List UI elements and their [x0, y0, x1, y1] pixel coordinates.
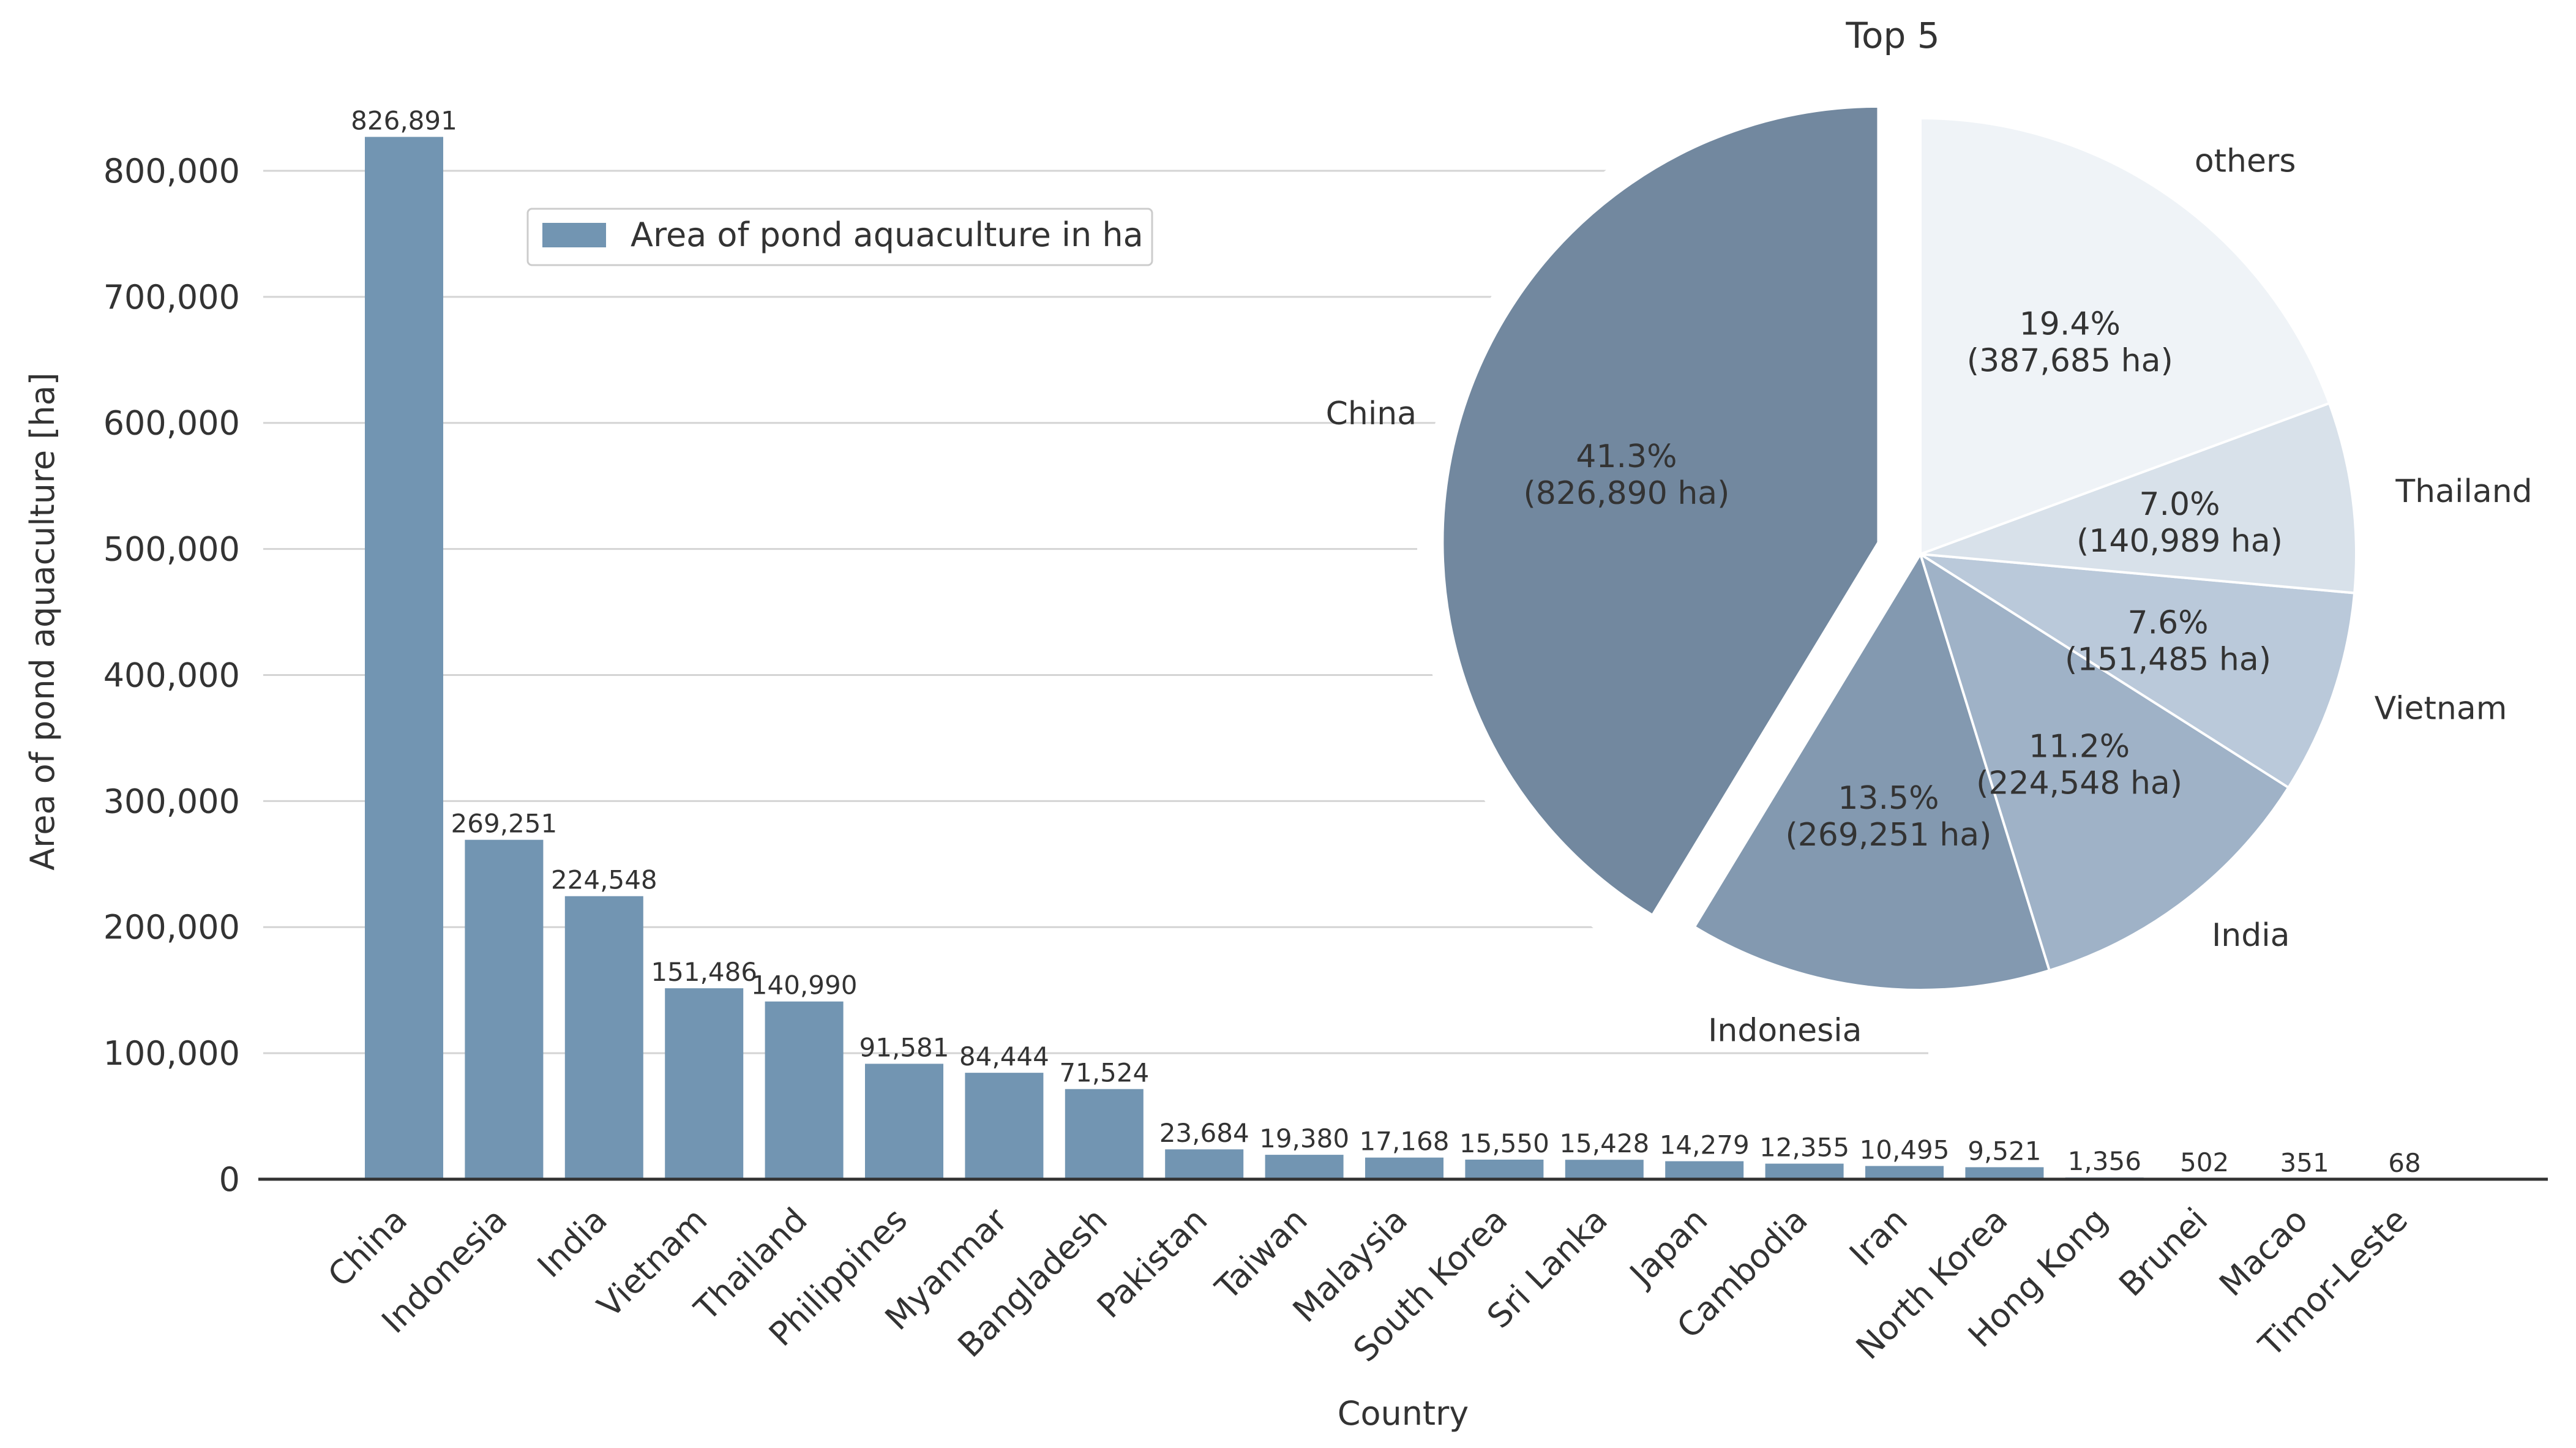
- bar: [1565, 1160, 1644, 1179]
- bars: [365, 137, 2444, 1179]
- bar-value-label: 10,495: [1860, 1135, 1950, 1165]
- y-tick-label: 600,000: [103, 404, 240, 443]
- pie-value-label: (269,251 ha): [1785, 817, 1991, 853]
- bar-value-label: 351: [2280, 1147, 2329, 1177]
- pie-slice: [1920, 402, 2358, 595]
- y-tick-label: 500,000: [103, 530, 240, 569]
- bar: [465, 839, 544, 1179]
- pie-slice: [1918, 551, 2291, 972]
- pie-percent-label: 7.6%: [2127, 604, 2208, 641]
- bar-value-label: 15,428: [1559, 1128, 1649, 1158]
- pie-category-label: India: [2212, 917, 2290, 954]
- pie-slice: [1441, 105, 1880, 917]
- bar: [665, 988, 744, 1179]
- bar-value-label: 12,355: [1759, 1133, 1849, 1163]
- bar: [1165, 1149, 1244, 1179]
- bar-value-label: 224,548: [551, 865, 657, 895]
- y-tick-label: 0: [219, 1160, 240, 1199]
- pie-percent-label: 7.0%: [2139, 486, 2220, 523]
- bar: [1865, 1166, 1944, 1179]
- pie-title: Top 5: [1845, 15, 1939, 56]
- x-tick-label: China: [321, 1201, 415, 1295]
- bar: [1265, 1155, 1344, 1179]
- y-tick-labels: 0 100,000 200,000 300,000 400,000 500,000 600,…: [103, 152, 240, 1199]
- x-tick-label: Iran: [1842, 1201, 1915, 1274]
- pie-category-labels: China Indonesia India Vietnam Thailand others: [1326, 143, 2533, 1049]
- pie-value-label: (826,890 ha): [1524, 475, 1730, 512]
- legend-frame: [526, 208, 1153, 266]
- bar-value-label: 84,444: [959, 1041, 1049, 1071]
- x-axis-label: Country: [1338, 1394, 1469, 1433]
- pie-slice: [1919, 116, 2331, 556]
- pie-category-label: Vietnam: [2375, 691, 2507, 727]
- bar-value-label: 68: [2388, 1148, 2421, 1178]
- pie-percent-label: 41.3%: [1576, 438, 1677, 475]
- y-axis-label: Area of pond aquaculture [ha]: [23, 372, 62, 870]
- pie-slices: [1417, 69, 2387, 1039]
- pie-value-label: (224,548 ha): [1976, 765, 2182, 801]
- legend: Area of pond aquaculture in ha: [526, 208, 1153, 266]
- y-tick-label: 700,000: [103, 278, 240, 317]
- bar: [1965, 1167, 2044, 1179]
- bar: [865, 1063, 943, 1179]
- pie-value-label: (387,685 ha): [1967, 343, 2173, 380]
- x-tick-label: Brunei: [2111, 1201, 2215, 1304]
- bar: [1365, 1157, 1443, 1179]
- bar: [1665, 1161, 1744, 1179]
- y-tick-label: 800,000: [103, 152, 240, 190]
- bar-value-label: 15,550: [1459, 1128, 1549, 1158]
- bar-value-label: 502: [2180, 1147, 2229, 1177]
- pie-category-label: Indonesia: [1708, 1012, 1862, 1049]
- pie-slice: [1919, 553, 2356, 790]
- bar-value-label: 71,524: [1059, 1058, 1149, 1088]
- bar-value-label: 140,990: [751, 970, 858, 1000]
- bar: [365, 137, 443, 1179]
- bar-value-label: 14,279: [1660, 1130, 1750, 1160]
- pie-percent-labels: 41.3%(826,890 ha)13.5%(269,251 ha)11.2%(…: [1524, 306, 2283, 853]
- bar-value-label: 91,581: [859, 1032, 949, 1062]
- pie-chart: Top 5 41.3%(826,890 ha) 13.5%(269,251 ha)…: [1326, 15, 2533, 1049]
- bar-value-label: 151,486: [651, 957, 757, 987]
- y-tick-label: 100,000: [103, 1034, 240, 1073]
- pie-category-label: others: [2195, 143, 2296, 179]
- bar-value-label: 19,380: [1259, 1124, 1349, 1154]
- bar: [564, 896, 643, 1179]
- pie-percent-label: 19.4%: [2020, 306, 2121, 343]
- pie-slice: [1693, 551, 2051, 991]
- pie-value-label: (151,485 ha): [2065, 641, 2271, 678]
- y-tick-label: 400,000: [103, 656, 240, 694]
- bar: [965, 1073, 1044, 1179]
- bar: [1065, 1089, 1144, 1179]
- bar: [1765, 1163, 1844, 1179]
- legend-swatch: [542, 223, 606, 247]
- x-tick-label: India: [530, 1201, 615, 1285]
- bar-value-label: 826,891: [351, 106, 457, 136]
- bar-value-label: 23,684: [1159, 1118, 1249, 1148]
- bar: [765, 1001, 844, 1179]
- x-tick-label: Japan: [1621, 1201, 1715, 1294]
- y-tick-label: 200,000: [103, 908, 240, 947]
- pie-category-label: China: [1326, 396, 1417, 432]
- bar-value-label: 1,356: [2068, 1146, 2141, 1176]
- y-tick-label: 300,000: [103, 782, 240, 820]
- bar: [1465, 1159, 1544, 1179]
- pie-category-label: Thailand: [2395, 473, 2532, 510]
- x-tick-label: Pakistan: [1090, 1201, 1215, 1326]
- pie-percent-label: 11.2%: [2029, 728, 2130, 765]
- bar-value-label: 269,251: [451, 809, 558, 839]
- bar-value-label: 17,168: [1360, 1127, 1450, 1157]
- pie-percent-label: 13.5%: [1838, 780, 1939, 817]
- pie-value-label: (140,989 ha): [2076, 523, 2283, 560]
- bar-value-label: 9,521: [1968, 1136, 2041, 1166]
- legend-label: Area of pond aquaculture in ha: [631, 216, 1144, 254]
